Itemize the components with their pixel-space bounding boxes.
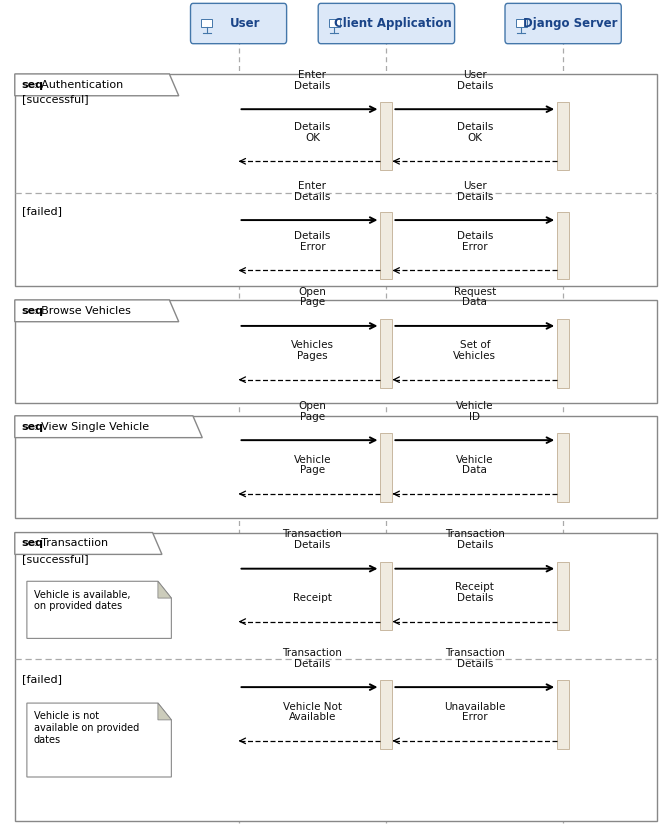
- Bar: [557, 433, 569, 502]
- FancyBboxPatch shape: [190, 3, 286, 44]
- Text: seq: seq: [22, 422, 44, 432]
- Text: Transaction
Details: Transaction Details: [282, 648, 343, 669]
- Text: [failed]: [failed]: [22, 206, 62, 216]
- Bar: [557, 680, 569, 749]
- Text: Vehicle
Data: Vehicle Data: [456, 454, 493, 475]
- Text: : Authentication: : Authentication: [34, 80, 124, 90]
- Bar: [557, 102, 569, 170]
- Bar: [15, 300, 657, 403]
- Text: Client Application: Client Application: [334, 17, 452, 30]
- Bar: [15, 74, 657, 286]
- Polygon shape: [158, 581, 171, 598]
- Text: : Transactiion: : Transactiion: [34, 538, 108, 549]
- Text: Enter
Details: Enter Details: [294, 70, 331, 91]
- Text: Vehicle Not
Available: Vehicle Not Available: [283, 701, 342, 722]
- Bar: [516, 18, 526, 27]
- Text: User: User: [230, 17, 261, 30]
- Text: Receipt
Details: Receipt Details: [456, 582, 494, 603]
- Text: Vehicle
ID: Vehicle ID: [456, 401, 493, 422]
- Text: Details
Error: Details Error: [456, 231, 493, 252]
- Text: User
Details: User Details: [456, 181, 493, 202]
- Text: [successful]: [successful]: [22, 94, 88, 104]
- Bar: [557, 212, 569, 279]
- Text: [successful]: [successful]: [22, 554, 88, 564]
- Bar: [380, 680, 392, 749]
- Polygon shape: [15, 416, 202, 438]
- Text: Open
Page: Open Page: [298, 286, 327, 307]
- Polygon shape: [27, 703, 171, 777]
- Text: Details
OK: Details OK: [456, 122, 493, 143]
- Text: Open
Page: Open Page: [298, 401, 327, 422]
- Bar: [557, 562, 569, 630]
- Bar: [557, 319, 569, 388]
- Bar: [380, 102, 392, 170]
- Text: Request
Data: Request Data: [454, 286, 496, 307]
- Bar: [380, 433, 392, 502]
- Bar: [380, 319, 392, 388]
- Bar: [201, 18, 212, 27]
- Text: Vehicle is not
available on provided
dates: Vehicle is not available on provided dat…: [34, 711, 139, 745]
- Text: Transaction
Details: Transaction Details: [282, 529, 343, 550]
- Text: Vehicles
Pages: Vehicles Pages: [291, 340, 334, 361]
- Text: Details
Error: Details Error: [294, 231, 331, 252]
- Text: seq: seq: [22, 306, 44, 316]
- Bar: [380, 212, 392, 279]
- Text: : Browse Vehicles: : Browse Vehicles: [34, 306, 131, 316]
- Bar: [380, 562, 392, 630]
- Text: seq: seq: [22, 538, 44, 549]
- Text: Unavailable
Error: Unavailable Error: [444, 701, 505, 722]
- FancyBboxPatch shape: [505, 3, 621, 44]
- Text: seq: seq: [22, 80, 44, 90]
- Polygon shape: [15, 533, 162, 554]
- Text: : View Single Vehicle: : View Single Vehicle: [34, 422, 149, 432]
- FancyBboxPatch shape: [318, 3, 454, 44]
- Text: Vehicle
Page: Vehicle Page: [294, 454, 331, 475]
- Text: [failed]: [failed]: [22, 674, 62, 684]
- Polygon shape: [15, 300, 179, 322]
- Text: Enter
Details: Enter Details: [294, 181, 331, 202]
- Polygon shape: [158, 703, 171, 720]
- Bar: [15, 416, 657, 518]
- Text: Transaction
Details: Transaction Details: [445, 529, 505, 550]
- Text: Django Server: Django Server: [523, 17, 617, 30]
- Text: Set of
Vehicles: Set of Vehicles: [454, 340, 496, 361]
- Text: User
Details: User Details: [456, 70, 493, 91]
- Text: Details
OK: Details OK: [294, 122, 331, 143]
- Text: Transaction
Details: Transaction Details: [445, 648, 505, 669]
- Text: Receipt: Receipt: [293, 593, 332, 603]
- Bar: [329, 18, 339, 27]
- Polygon shape: [27, 581, 171, 638]
- Bar: [15, 533, 657, 821]
- Text: Vehicle is available,
on provided dates: Vehicle is available, on provided dates: [34, 590, 130, 612]
- Polygon shape: [15, 74, 179, 96]
